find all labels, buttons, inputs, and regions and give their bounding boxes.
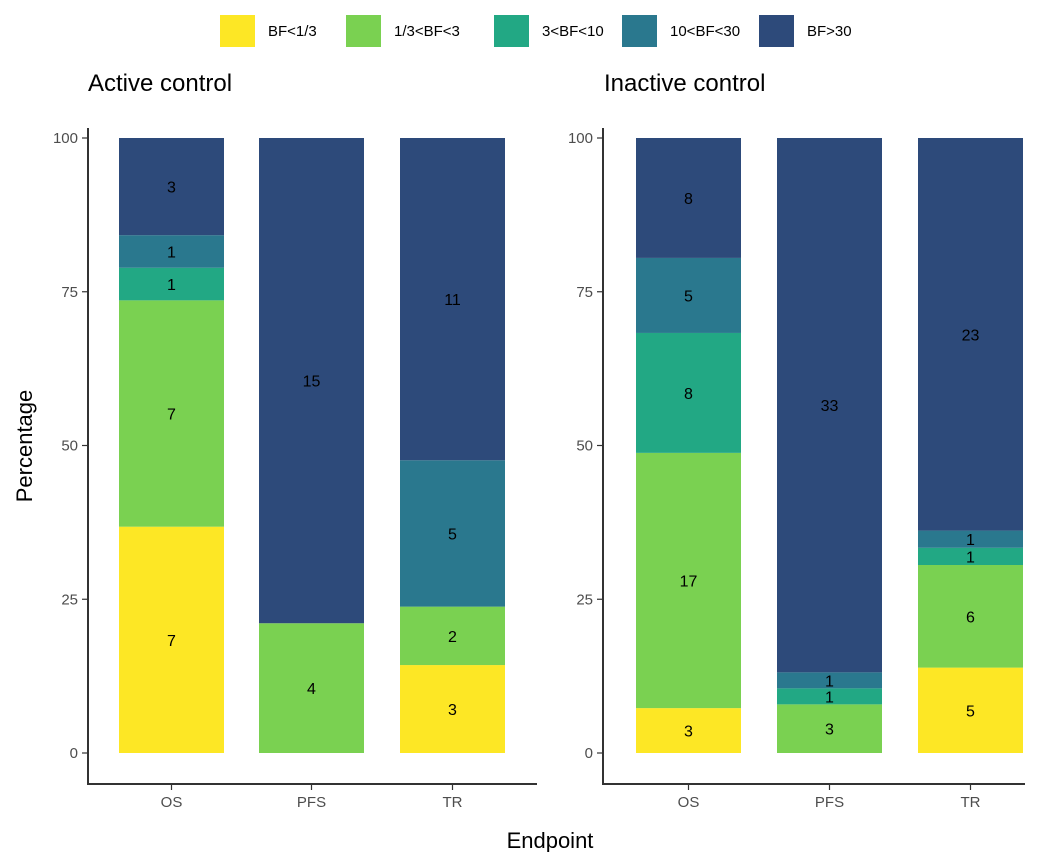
bar-segment-os-1-3-bf-3 — [636, 452, 741, 709]
bar-label-tr-1-3-bf-3: 2 — [448, 629, 457, 646]
x-tick-label-os: OS — [678, 794, 700, 811]
bar-segment-os-10-bf-30 — [119, 235, 224, 268]
legend-swatch-1-3-bf-3 — [346, 15, 381, 47]
x-tick-label-tr: TR — [443, 794, 463, 811]
bar-segment-pfs-1-3-bf-3 — [777, 704, 882, 753]
bar-label-pfs-3-bf-10: 1 — [825, 689, 834, 706]
bar-label-tr-10-bf-30: 5 — [448, 526, 457, 543]
bar-segment-tr-bf-30 — [918, 138, 1023, 531]
panel-title-active-control: Active control — [88, 70, 232, 97]
bar-label-tr-1-3-bf-3: 6 — [966, 609, 975, 626]
bar-segment-pfs-1-3-bf-3 — [259, 623, 364, 753]
legend-label-bf-1-3: BF<1/3 — [268, 23, 317, 40]
legend-label-bf-30: BF>30 — [807, 23, 852, 40]
bar-segment-pfs-bf-30 — [777, 138, 882, 673]
bar-segment-os-bf-30 — [636, 138, 741, 258]
y-tick-label-0: 0 — [585, 745, 593, 762]
chart-legend: BF<1/3 1/3<BF<3 3<BF<10 10<BF<30 BF>30 — [220, 15, 852, 47]
legend-swatch-bf-30 — [759, 15, 794, 47]
bar-label-pfs-10-bf-30: 1 — [825, 673, 834, 690]
bar-segment-tr-10-bf-30 — [918, 530, 1023, 548]
bar-label-tr-bf-30: 23 — [962, 327, 980, 344]
bar-segment-os-bf-30 — [119, 138, 224, 236]
y-tick-label-0: 0 — [70, 745, 78, 762]
bar-label-tr-bf-30: 11 — [444, 292, 461, 309]
bar-label-pfs-bf-30: 15 — [303, 374, 321, 391]
bar-label-os-bf-1-3: 3 — [684, 724, 693, 741]
bar-segment-pfs-10-bf-30 — [777, 672, 882, 689]
y-tick-label-50: 50 — [61, 438, 78, 455]
bar-segment-tr-10-bf-30 — [400, 460, 505, 607]
bar-segment-os-3-bf-10 — [119, 267, 224, 301]
bar-segment-tr-bf-1-3 — [400, 665, 505, 753]
bar-segment-tr-1-3-bf-3 — [918, 564, 1023, 668]
x-tick-label-os: OS — [161, 794, 183, 811]
legend-swatch-bf-1-3 — [220, 15, 255, 47]
y-tick-label-25: 25 — [61, 591, 78, 608]
bar-segment-pfs-bf-30 — [259, 138, 364, 624]
legend-label-3-bf-10: 3<BF<10 — [542, 23, 604, 40]
bar-label-os-bf-30: 8 — [684, 191, 693, 208]
bar-label-os-3-bf-10: 1 — [167, 277, 176, 294]
bar-label-pfs-bf-30: 33 — [821, 398, 839, 415]
bar-segment-os-1-3-bf-3 — [119, 300, 224, 527]
bar-segment-tr-3-bf-10 — [918, 547, 1023, 565]
bar-segment-tr-bf-30 — [400, 138, 505, 461]
y-tick-label-75: 75 — [61, 284, 78, 301]
y-tick-label-50: 50 — [576, 438, 593, 455]
bar-segment-pfs-3-bf-10 — [777, 688, 882, 705]
legend-label-10-bf-30: 10<BF<30 — [670, 23, 740, 40]
bar-label-pfs-1-3-bf-3: 4 — [307, 681, 316, 698]
legend-label-1-3-bf-3: 1/3<BF<3 — [394, 23, 460, 40]
bar-label-pfs-1-3-bf-3: 3 — [825, 722, 834, 739]
x-tick-label-tr: TR — [961, 794, 981, 811]
bar-segment-os-bf-1-3 — [119, 526, 224, 753]
legend-swatch-3-bf-10 — [494, 15, 529, 47]
bar-segment-os-10-bf-30 — [636, 257, 741, 333]
bar-segment-os-bf-1-3 — [636, 708, 741, 753]
bar-label-os-bf-1-3: 7 — [167, 633, 176, 650]
bar-segment-os-3-bf-10 — [636, 332, 741, 453]
panel-inactive-control: Inactive control 0255075100317858OS31133… — [568, 70, 1025, 811]
bar-segment-tr-1-3-bf-3 — [400, 606, 505, 666]
legend-swatch-10-bf-30 — [622, 15, 657, 47]
bar-label-tr-bf-1-3: 5 — [966, 703, 975, 720]
bar-label-os-bf-30: 3 — [167, 180, 176, 197]
bar-label-tr-10-bf-30: 1 — [966, 532, 975, 549]
bar-label-os-10-bf-30: 1 — [167, 244, 176, 261]
y-tick-label-25: 25 — [576, 591, 593, 608]
x-axis-title: Endpoint — [507, 828, 594, 852]
bar-segment-tr-bf-1-3 — [918, 667, 1023, 753]
x-tick-label-pfs: PFS — [297, 794, 326, 811]
x-tick-label-pfs: PFS — [815, 794, 844, 811]
bar-label-os-1-3-bf-3: 7 — [167, 407, 176, 424]
bar-label-os-3-bf-10: 8 — [684, 386, 693, 403]
y-tick-label-75: 75 — [576, 284, 593, 301]
bar-label-os-10-bf-30: 5 — [684, 288, 693, 305]
bar-label-tr-3-bf-10: 1 — [966, 549, 975, 566]
panel-title-inactive-control: Inactive control — [604, 70, 765, 97]
bar-label-tr-bf-1-3: 3 — [448, 702, 457, 719]
y-tick-label-100: 100 — [53, 130, 78, 147]
y-axis-title: Percentage — [12, 390, 37, 503]
bar-label-os-1-3-bf-3: 17 — [680, 573, 698, 590]
panel-active-control: Active control 025507510077113OS415PFS32… — [53, 70, 537, 811]
y-tick-label-100: 100 — [568, 130, 593, 147]
